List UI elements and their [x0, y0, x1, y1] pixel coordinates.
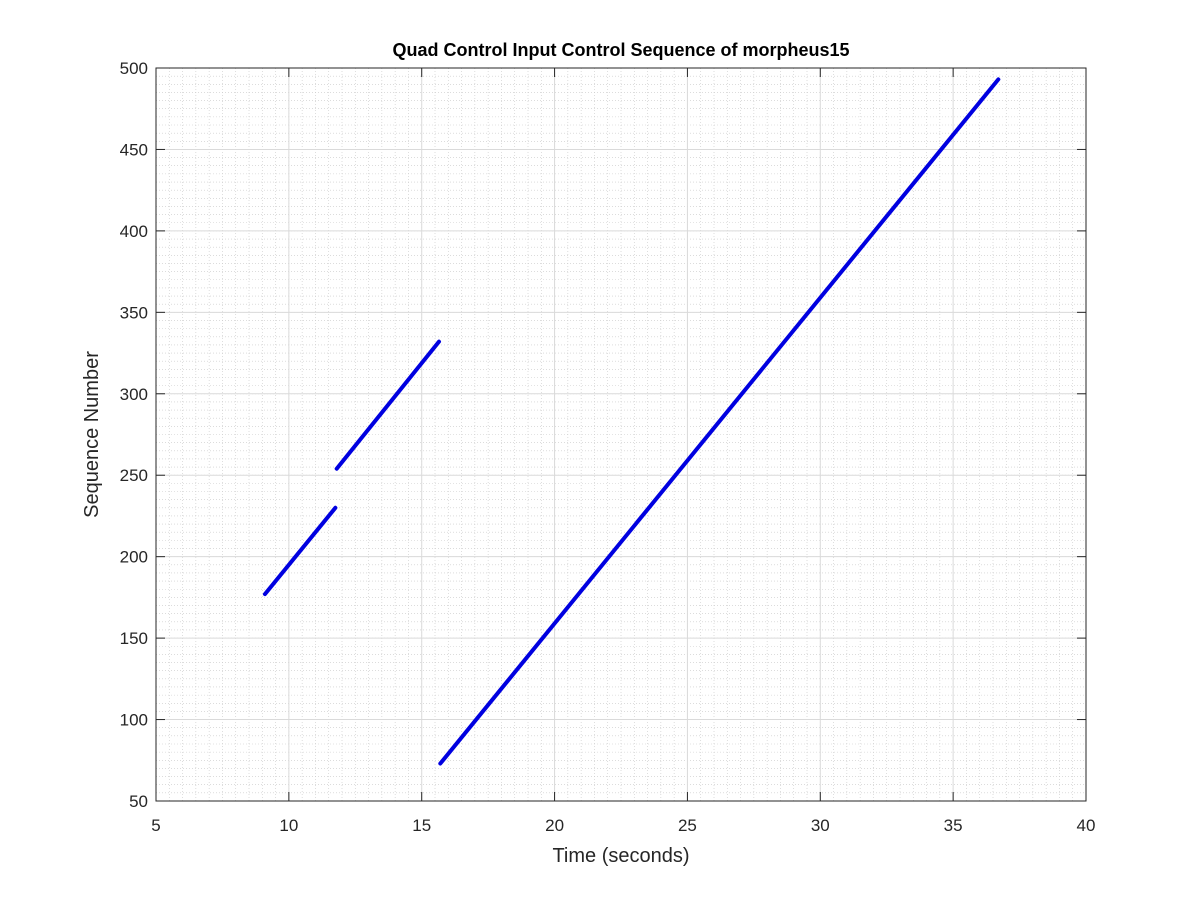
y-tick-label: 400: [120, 222, 148, 241]
x-axis-label: Time (seconds): [552, 845, 689, 867]
y-tick-label: 500: [120, 59, 148, 78]
y-tick-labels: 50 100 150 200 250 300 350 400 450 500: [120, 59, 148, 811]
x-tick-label: 20: [545, 816, 564, 835]
x-tick-label: 30: [811, 816, 830, 835]
axes-layer: [155, 67, 1087, 802]
x-tick-label: 25: [678, 816, 697, 835]
chart-title: Quad Control Input Control Sequence of m…: [392, 40, 849, 60]
x-tick-label: 5: [151, 816, 160, 835]
x-tick-label: 10: [279, 816, 298, 835]
y-tick-label: 450: [120, 140, 148, 159]
y-tick-label: 300: [120, 385, 148, 404]
x-tick-label: 40: [1077, 816, 1096, 835]
x-tick-labels: 5 10 15 20 25 30 35 40: [151, 816, 1095, 835]
y-tick-label: 200: [120, 548, 148, 567]
x-tick-label: 15: [412, 816, 431, 835]
y-axis-label: Sequence Number: [81, 351, 103, 518]
series-layer: [262, 77, 1001, 766]
y-tick-label: 150: [120, 629, 148, 648]
x-tick-label: 35: [944, 816, 963, 835]
y-tick-label: 50: [129, 792, 148, 811]
y-tick-label: 250: [120, 466, 148, 485]
series-line-segment: [262, 505, 338, 597]
series-line-segment: [438, 77, 1001, 766]
y-tick-label: 350: [120, 303, 148, 322]
series-line-segment: [334, 339, 441, 471]
y-tick-label: 100: [120, 711, 148, 730]
axes-box: [155, 67, 1087, 802]
